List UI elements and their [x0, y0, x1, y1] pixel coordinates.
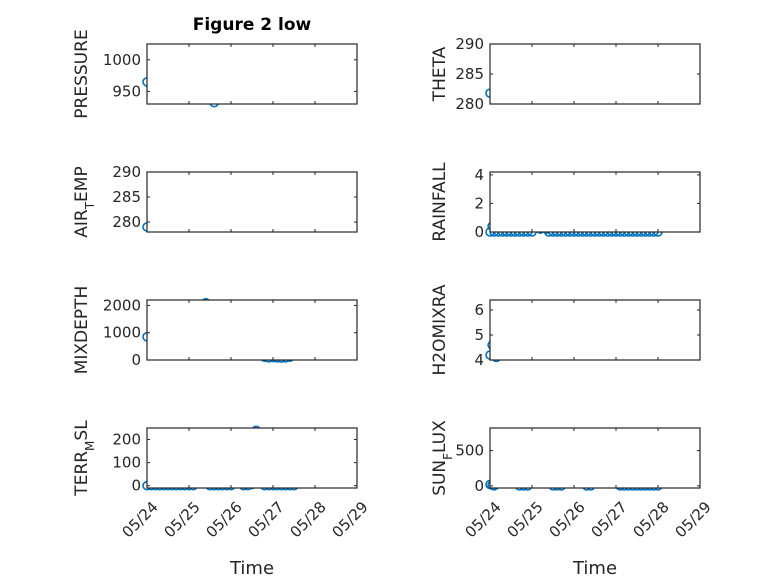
- y-tick-label: 285: [455, 65, 484, 83]
- y-tick-label: 280: [455, 95, 484, 113]
- y-axis-label-pressure: PRESSURE: [72, 29, 92, 118]
- axes-frame-rainfall: [489, 171, 701, 233]
- y-axis-label-mixdepth: MIXDEPTH: [72, 286, 92, 375]
- axes-theta: 280 285 290 THETA: [430, 35, 701, 113]
- axes-mixdepth: 0 1000 2000 MIXDEPTH: [72, 286, 358, 375]
- y-tick-label: 0: [474, 223, 484, 241]
- y-tick-label: 4: [474, 166, 484, 184]
- axes-frame-sun_flux: [489, 427, 701, 489]
- y-tick-label: 2: [474, 194, 484, 212]
- y-tick-label: 4: [474, 351, 484, 369]
- y-tick-label: 0: [131, 351, 141, 369]
- y-axis-label-air_temp: AIRTEMP: [72, 166, 97, 237]
- axes-frame-terr_msl: [146, 427, 358, 489]
- y-axis-label-theta: THETA: [430, 46, 450, 102]
- figure-title: Figure 2 low: [193, 15, 312, 35]
- y-axis-label-rainfall: RAINFALL: [430, 162, 450, 242]
- axes-pressure: 950 1000 PRESSURE: [72, 29, 358, 119]
- y-tick-label: 5: [474, 326, 484, 344]
- y-tick-label: 290: [455, 35, 484, 53]
- axes-air_temp: 280 285 290 AIRTEMP: [72, 163, 358, 238]
- y-tick-label: 290: [112, 163, 141, 181]
- y-tick-label: 285: [112, 188, 141, 206]
- y-tick-label: 280: [112, 213, 141, 231]
- axes-frame-air_temp: [146, 171, 358, 233]
- axes-frame-mixdepth: [146, 299, 358, 361]
- y-axis-label-terr_msl: TERRMSL: [72, 420, 97, 497]
- y-tick-label: 0: [131, 477, 141, 495]
- x-axis-label-right: Time: [572, 558, 617, 579]
- y-axis-label-sun_flux: SUNFLUX: [430, 420, 455, 496]
- x-axis-label-left: Time: [229, 558, 274, 579]
- y-tick-label: 2000: [103, 296, 141, 314]
- y-tick-label: 0: [474, 477, 484, 495]
- y-tick-label: 6: [474, 301, 484, 319]
- y-tick-label: 500: [455, 442, 484, 460]
- axes-frame-h2omixra: [489, 299, 701, 361]
- y-tick-label: 100: [112, 454, 141, 472]
- y-tick-label: 950: [112, 82, 141, 100]
- y-tick-label: 1000: [103, 51, 141, 69]
- y-tick-label: 1000: [103, 324, 141, 342]
- axes-rainfall: 0 2 4 RAINFALL: [430, 162, 701, 242]
- axes-frame-pressure: [146, 43, 358, 105]
- y-tick-label: 200: [112, 431, 141, 449]
- axes-frame-theta: [489, 43, 701, 105]
- axes-h2omixra: 4 5 6 H2OMIXRA: [430, 284, 701, 376]
- y-axis-label-h2omixra: H2OMIXRA: [430, 284, 450, 375]
